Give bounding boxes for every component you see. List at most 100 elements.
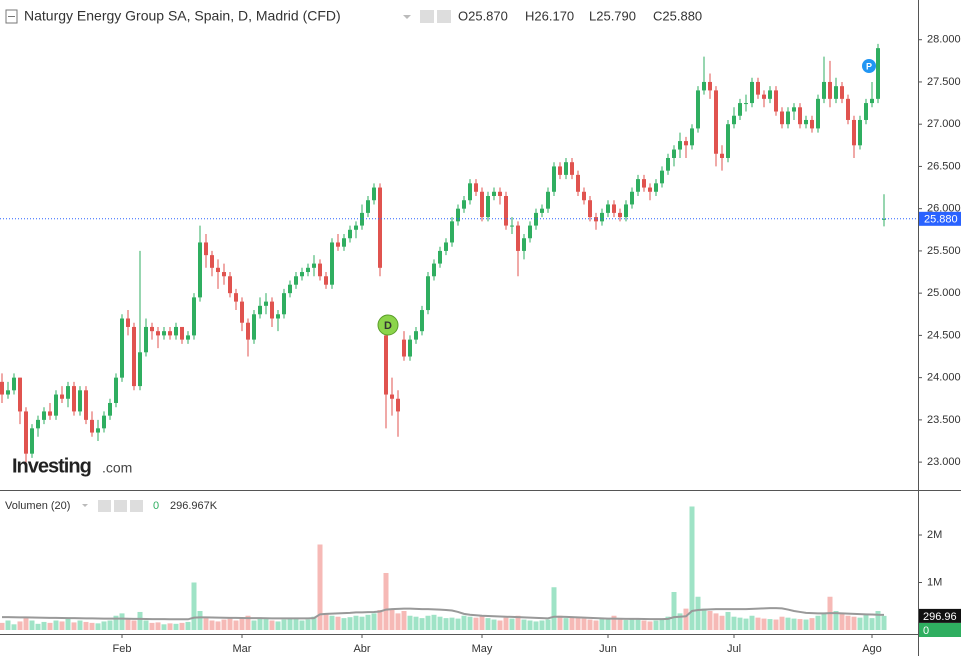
- candle-body: [396, 398, 400, 412]
- volume-bar: [473, 617, 479, 630]
- volume-bar: [299, 620, 305, 630]
- volume-bar: [35, 623, 41, 630]
- volume-bar: [47, 622, 53, 630]
- candle-body: [858, 119, 862, 146]
- candle-body: [60, 394, 64, 399]
- candle-body: [6, 390, 10, 395]
- y-tick-label: 28.000: [927, 34, 961, 46]
- candle-body: [156, 331, 160, 336]
- candle-body: [174, 326, 178, 336]
- y-tick-label: 23.500: [927, 414, 961, 426]
- ohlc-low: L25.790: [589, 8, 636, 23]
- ohlc-close: C25.880: [653, 8, 702, 23]
- volume-bar: [149, 622, 155, 630]
- candle-body: [882, 218, 886, 220]
- y-tick-label: 26.000: [927, 203, 961, 215]
- volume-bar: [617, 619, 623, 630]
- candle-body: [54, 394, 58, 416]
- volume-tick-label: 1M: [927, 576, 942, 588]
- candle-body: [600, 212, 604, 222]
- volume-bar: [593, 620, 599, 630]
- candle-body: [186, 335, 190, 340]
- candle-body: [558, 166, 562, 175]
- volume-bar: [83, 621, 89, 630]
- volume-bar: [389, 608, 395, 630]
- candle-body: [750, 81, 754, 104]
- volume-bar: [143, 620, 149, 630]
- volume-bar: [359, 616, 365, 630]
- volume-bar: [677, 613, 683, 630]
- dropdown-arrow[interactable]: [403, 15, 411, 19]
- close-icon[interactable]: [130, 500, 143, 512]
- volume-bar: [869, 618, 875, 630]
- volume-bar: [173, 623, 179, 630]
- candle-body: [738, 103, 742, 116]
- candle-body: [270, 301, 274, 319]
- candle-body: [528, 225, 532, 239]
- volume-bar: [323, 613, 329, 630]
- volume-header-value: 296.967K: [170, 500, 218, 512]
- volume-bar: [875, 610, 881, 630]
- volume-bar: [815, 615, 821, 630]
- candle-body: [678, 141, 682, 150]
- collapse-icon[interactable]: [5, 9, 18, 24]
- watermark-suffix: .com: [102, 460, 132, 476]
- volume-bar: [647, 621, 653, 630]
- candle-body: [582, 191, 586, 201]
- candle-body: [726, 124, 730, 158]
- volume-last-label: 296.96: [923, 611, 957, 623]
- dropdown-arrow[interactable]: [82, 504, 88, 507]
- volume-bar: [725, 611, 731, 630]
- volume-bar: [533, 621, 539, 630]
- candle-body: [606, 204, 610, 213]
- settings-icon[interactable]: [114, 500, 127, 512]
- volume-bar: [191, 582, 197, 630]
- eye-icon[interactable]: [98, 500, 111, 512]
- candle-body: [480, 191, 484, 218]
- x-tick-label: Abr: [353, 643, 370, 655]
- candle-body: [300, 272, 304, 277]
- volume-bar: [101, 621, 107, 630]
- volume-bar: [155, 622, 161, 630]
- candle-body: [474, 183, 478, 192]
- candle-body: [564, 162, 568, 175]
- volume-bar: [605, 619, 611, 630]
- volume-bar: [845, 615, 851, 630]
- candle-body: [660, 170, 664, 184]
- volume-bar: [791, 618, 797, 630]
- volume-bar: [161, 624, 167, 630]
- candle-body: [642, 179, 646, 188]
- candle-body: [636, 179, 640, 192]
- dividend-marker-label: D: [384, 320, 392, 332]
- volume-bar: [95, 623, 101, 630]
- candle-body: [576, 174, 580, 192]
- candle-body: [312, 263, 316, 268]
- ohlc-open: O25.870: [458, 8, 508, 23]
- volume-bar: [599, 618, 605, 630]
- candle-body: [804, 119, 808, 125]
- candle-body: [732, 115, 736, 125]
- candle-body: [306, 267, 310, 273]
- candle-body: [204, 242, 208, 256]
- candle-body: [126, 318, 130, 327]
- volume-bar: [353, 615, 359, 630]
- candle-body: [534, 212, 538, 226]
- eye-icon[interactable]: [420, 10, 434, 23]
- candle-body: [90, 419, 94, 433]
- volume-tick-label: 2M: [927, 529, 942, 541]
- candle-body: [24, 411, 28, 454]
- volume-bar: [761, 618, 767, 630]
- candle-body: [816, 98, 820, 129]
- volume-bar: [347, 617, 353, 630]
- dividend-marker[interactable]: [377, 314, 399, 336]
- candle-body: [666, 157, 670, 171]
- volume-bar: [239, 617, 245, 630]
- x-tick-label: Ago: [862, 643, 882, 655]
- event-marker[interactable]: [862, 59, 876, 73]
- y-tick-label: 27.500: [927, 76, 961, 88]
- candle-body: [588, 200, 592, 218]
- settings-icon[interactable]: [437, 10, 451, 23]
- volume-last-box: [919, 608, 961, 623]
- volume-bar: [377, 610, 383, 630]
- volume-bar: [413, 616, 419, 630]
